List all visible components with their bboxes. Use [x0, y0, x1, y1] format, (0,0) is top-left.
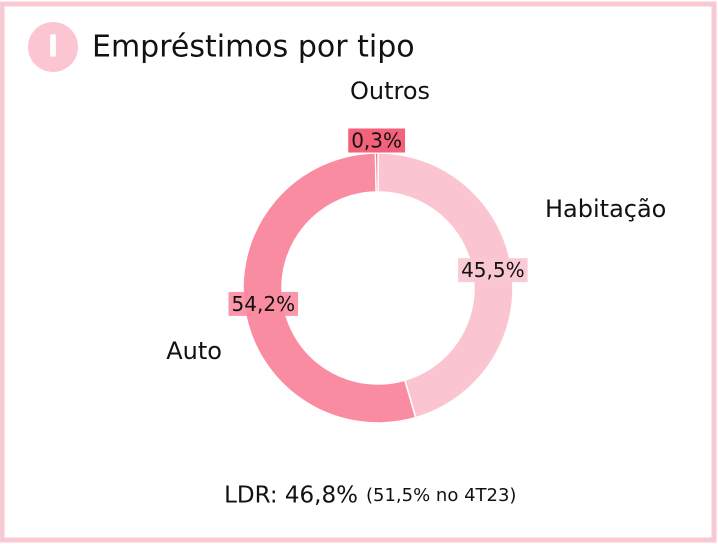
value-label: 54,2%: [232, 292, 296, 316]
badge-text: I: [47, 30, 58, 65]
slice: [377, 152, 514, 419]
value-label-bg: [228, 291, 299, 316]
slice: [374, 152, 379, 193]
chart-title: Empréstimos por tipo: [92, 30, 415, 65]
badge: [28, 22, 78, 72]
value-label-bg: [348, 128, 406, 153]
value-label-bg: [458, 258, 528, 283]
annotation: LDR: 46,8%: [224, 483, 358, 509]
donut: [242, 152, 514, 424]
value-label: 0,3%: [351, 129, 402, 153]
value-label: 45,5%: [461, 258, 525, 282]
category-label: Habitação: [545, 195, 666, 223]
category-label: Outros: [350, 77, 430, 105]
annotation-detail: (51,5% no 4T23): [366, 485, 516, 506]
category-label: Auto: [166, 337, 222, 365]
slice: [242, 152, 417, 424]
